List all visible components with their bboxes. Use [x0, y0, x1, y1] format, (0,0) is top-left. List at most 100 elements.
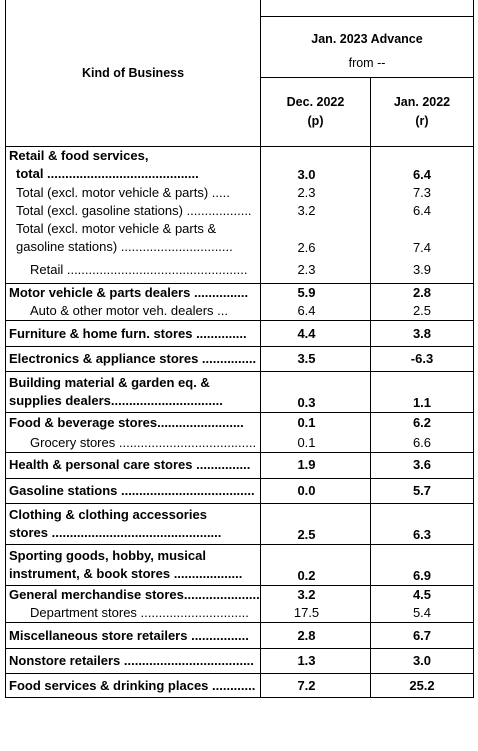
table-body: Retail & food services, total ...........…	[5, 146, 474, 698]
table-row: Retail .................................…	[5, 256, 474, 284]
value-dec-2022: 1.9	[260, 451, 371, 478]
table-row: General merchandise stores..............…	[5, 584, 474, 604]
value-dec-2022: 3.0	[260, 146, 371, 184]
row-label: Total (excl. motor vehicle & parts) ....…	[5, 183, 261, 202]
table-row: Total (excl. motor vehicle & parts & gaso…	[5, 219, 474, 257]
table-row: Food services & drinking places ........…	[5, 673, 474, 698]
value-jan-2022: 3.8	[370, 320, 474, 347]
row-label-line1: Total (excl. gasoline stations) ........…	[16, 202, 252, 218]
row-label-line1: Miscellaneous store retailers ..........…	[9, 627, 249, 643]
row-label-line1: Retail .................................…	[30, 261, 248, 277]
row-label: Department stores ......................…	[5, 604, 261, 623]
row-label-line1: Gasoline stations ......................…	[9, 482, 255, 498]
value-jan-2022: 3.9	[370, 256, 474, 284]
value-dec-2022: 5.9	[260, 283, 371, 302]
row-label: Motor vehicle & parts dealers ..........…	[5, 283, 261, 302]
value-dec-2022: 2.3	[260, 256, 371, 284]
value-jan-2022: 6.4	[370, 201, 474, 220]
row-label: Gasoline stations ......................…	[5, 477, 261, 503]
kind-of-business-header: Kind of Business	[5, 0, 261, 147]
value-jan-2022: 5.4	[370, 604, 474, 623]
col1-note: (p)	[307, 114, 324, 128]
value-dec-2022: 3.5	[260, 346, 371, 372]
row-label: Miscellaneous store retailers ..........…	[5, 622, 261, 649]
row-label-line1: Food services & drinking places ........…	[9, 677, 256, 693]
value-dec-2022: 6.4	[260, 302, 371, 321]
value-jan-2022: 3.6	[370, 451, 474, 478]
value-jan-2022: 6.7	[370, 622, 474, 649]
row-label-line1: Grocery stores .........................…	[30, 434, 257, 450]
row-label-line1: Retail & food services,	[9, 148, 149, 164]
row-label: Health & personal care stores ..........…	[5, 451, 261, 478]
row-label: Retail & food services, total ...........…	[5, 146, 261, 184]
row-label-line2: stores .................................…	[9, 524, 222, 540]
value-dec-2022: 2.8	[260, 622, 371, 649]
value-dec-2022: 2.6	[260, 219, 371, 257]
value-dec-2022: 0.0	[260, 477, 371, 503]
row-label: Electronics & appliance stores .........…	[5, 346, 261, 372]
value-dec-2022: 4.4	[260, 320, 371, 347]
row-label-line2: gasoline stations) .....................…	[16, 239, 233, 254]
row-label-line2: total ..................................…	[16, 166, 199, 182]
row-label: Food & beverage stores..................…	[5, 412, 261, 434]
col1-title: Dec. 2022	[286, 95, 345, 109]
row-label-line1: Furniture & home furn. stores ..........…	[9, 325, 247, 341]
row-label-line1: Auto & other motor veh. dealers ...	[30, 303, 228, 318]
period-group-header: Jan. 2023 Advance from --	[260, 16, 474, 78]
table-row: Clothing & clothing accessories stores ..…	[5, 502, 474, 544]
value-jan-2022: 3.0	[370, 648, 474, 674]
value-dec-2022: 0.2	[260, 543, 371, 585]
row-label-line1: Total (excl. motor vehicle & parts &	[16, 221, 217, 236]
col-dec-2022-header: Dec. 2022 (p)	[260, 77, 371, 147]
value-jan-2022: 6.3	[370, 502, 474, 544]
row-label-line1: Building material & garden eq. &	[9, 375, 210, 390]
row-label: Food services & drinking places ........…	[5, 673, 261, 698]
table-row: Nonstore retailers .....................…	[5, 648, 474, 674]
table-row: Retail & food services, total ...........…	[5, 146, 474, 184]
row-label-line1: Health & personal care stores ..........…	[9, 457, 251, 472]
value-dec-2022: 0.1	[260, 412, 371, 434]
table-row: Total (excl. motor vehicle & parts) ....…	[5, 183, 474, 202]
row-label: Total (excl. gasoline stations) ........…	[5, 201, 261, 220]
percent-change-table: Kind of Business Jan. 2023 Advance from …	[5, 0, 474, 698]
value-jan-2022: 1.1	[370, 371, 474, 413]
kind-of-business-label: Kind of Business	[81, 66, 185, 80]
row-label-line1: Motor vehicle & parts dealers ..........…	[9, 285, 249, 300]
row-label: Nonstore retailers .....................…	[5, 648, 261, 674]
value-jan-2022: 6.2	[370, 412, 474, 434]
value-dec-2022: 0.3	[260, 371, 371, 413]
row-label-line2: supplies dealers........................…	[9, 393, 223, 408]
value-dec-2022: 3.2	[260, 201, 371, 220]
table-row: Motor vehicle & parts dealers ..........…	[5, 283, 474, 302]
table-row: Electronics & appliance stores .........…	[5, 346, 474, 372]
row-label: Grocery stores .........................…	[5, 433, 261, 452]
row-label-line1: Electronics & appliance stores .........…	[9, 351, 257, 366]
table-row: Furniture & home furn. stores ..........…	[5, 320, 474, 347]
row-label: Furniture & home furn. stores ..........…	[5, 320, 261, 347]
value-jan-2022: 6.9	[370, 543, 474, 585]
row-label: Clothing & clothing accessories stores ..…	[5, 502, 261, 544]
value-jan-2022: 6.6	[370, 433, 474, 452]
value-dec-2022: 2.3	[260, 183, 371, 202]
value-dec-2022: 3.2	[260, 584, 371, 604]
table-row: Miscellaneous store retailers ..........…	[5, 622, 474, 649]
value-jan-2022: 2.8	[370, 283, 474, 302]
row-label: General merchandise stores..............…	[5, 584, 261, 604]
row-label-line1: Department stores ......................…	[30, 605, 249, 620]
value-jan-2022: 7.3	[370, 183, 474, 202]
table-row: Gasoline stations ......................…	[5, 477, 474, 503]
row-label: Auto & other motor veh. dealers ...	[5, 302, 261, 321]
value-dec-2022: 0.1	[260, 433, 371, 452]
value-dec-2022: 17.5	[260, 604, 371, 623]
row-label-line1: Clothing & clothing accessories	[9, 506, 207, 522]
row-label: Total (excl. motor vehicle & parts & gaso…	[5, 219, 261, 257]
value-jan-2022: 25.2	[370, 673, 474, 698]
value-dec-2022: 2.5	[260, 502, 371, 544]
row-label: Retail .................................…	[5, 256, 261, 284]
row-label-line1: Sporting goods, hobby, musical	[9, 547, 206, 563]
group-title: Jan. 2023 Advance	[311, 32, 423, 46]
row-label-line1: Nonstore retailers .....................…	[9, 653, 254, 668]
table-row: Auto & other motor veh. dealers ... 6.4 2.…	[5, 302, 474, 321]
col-jan-2022-header: Jan. 2022 (r)	[370, 77, 474, 147]
